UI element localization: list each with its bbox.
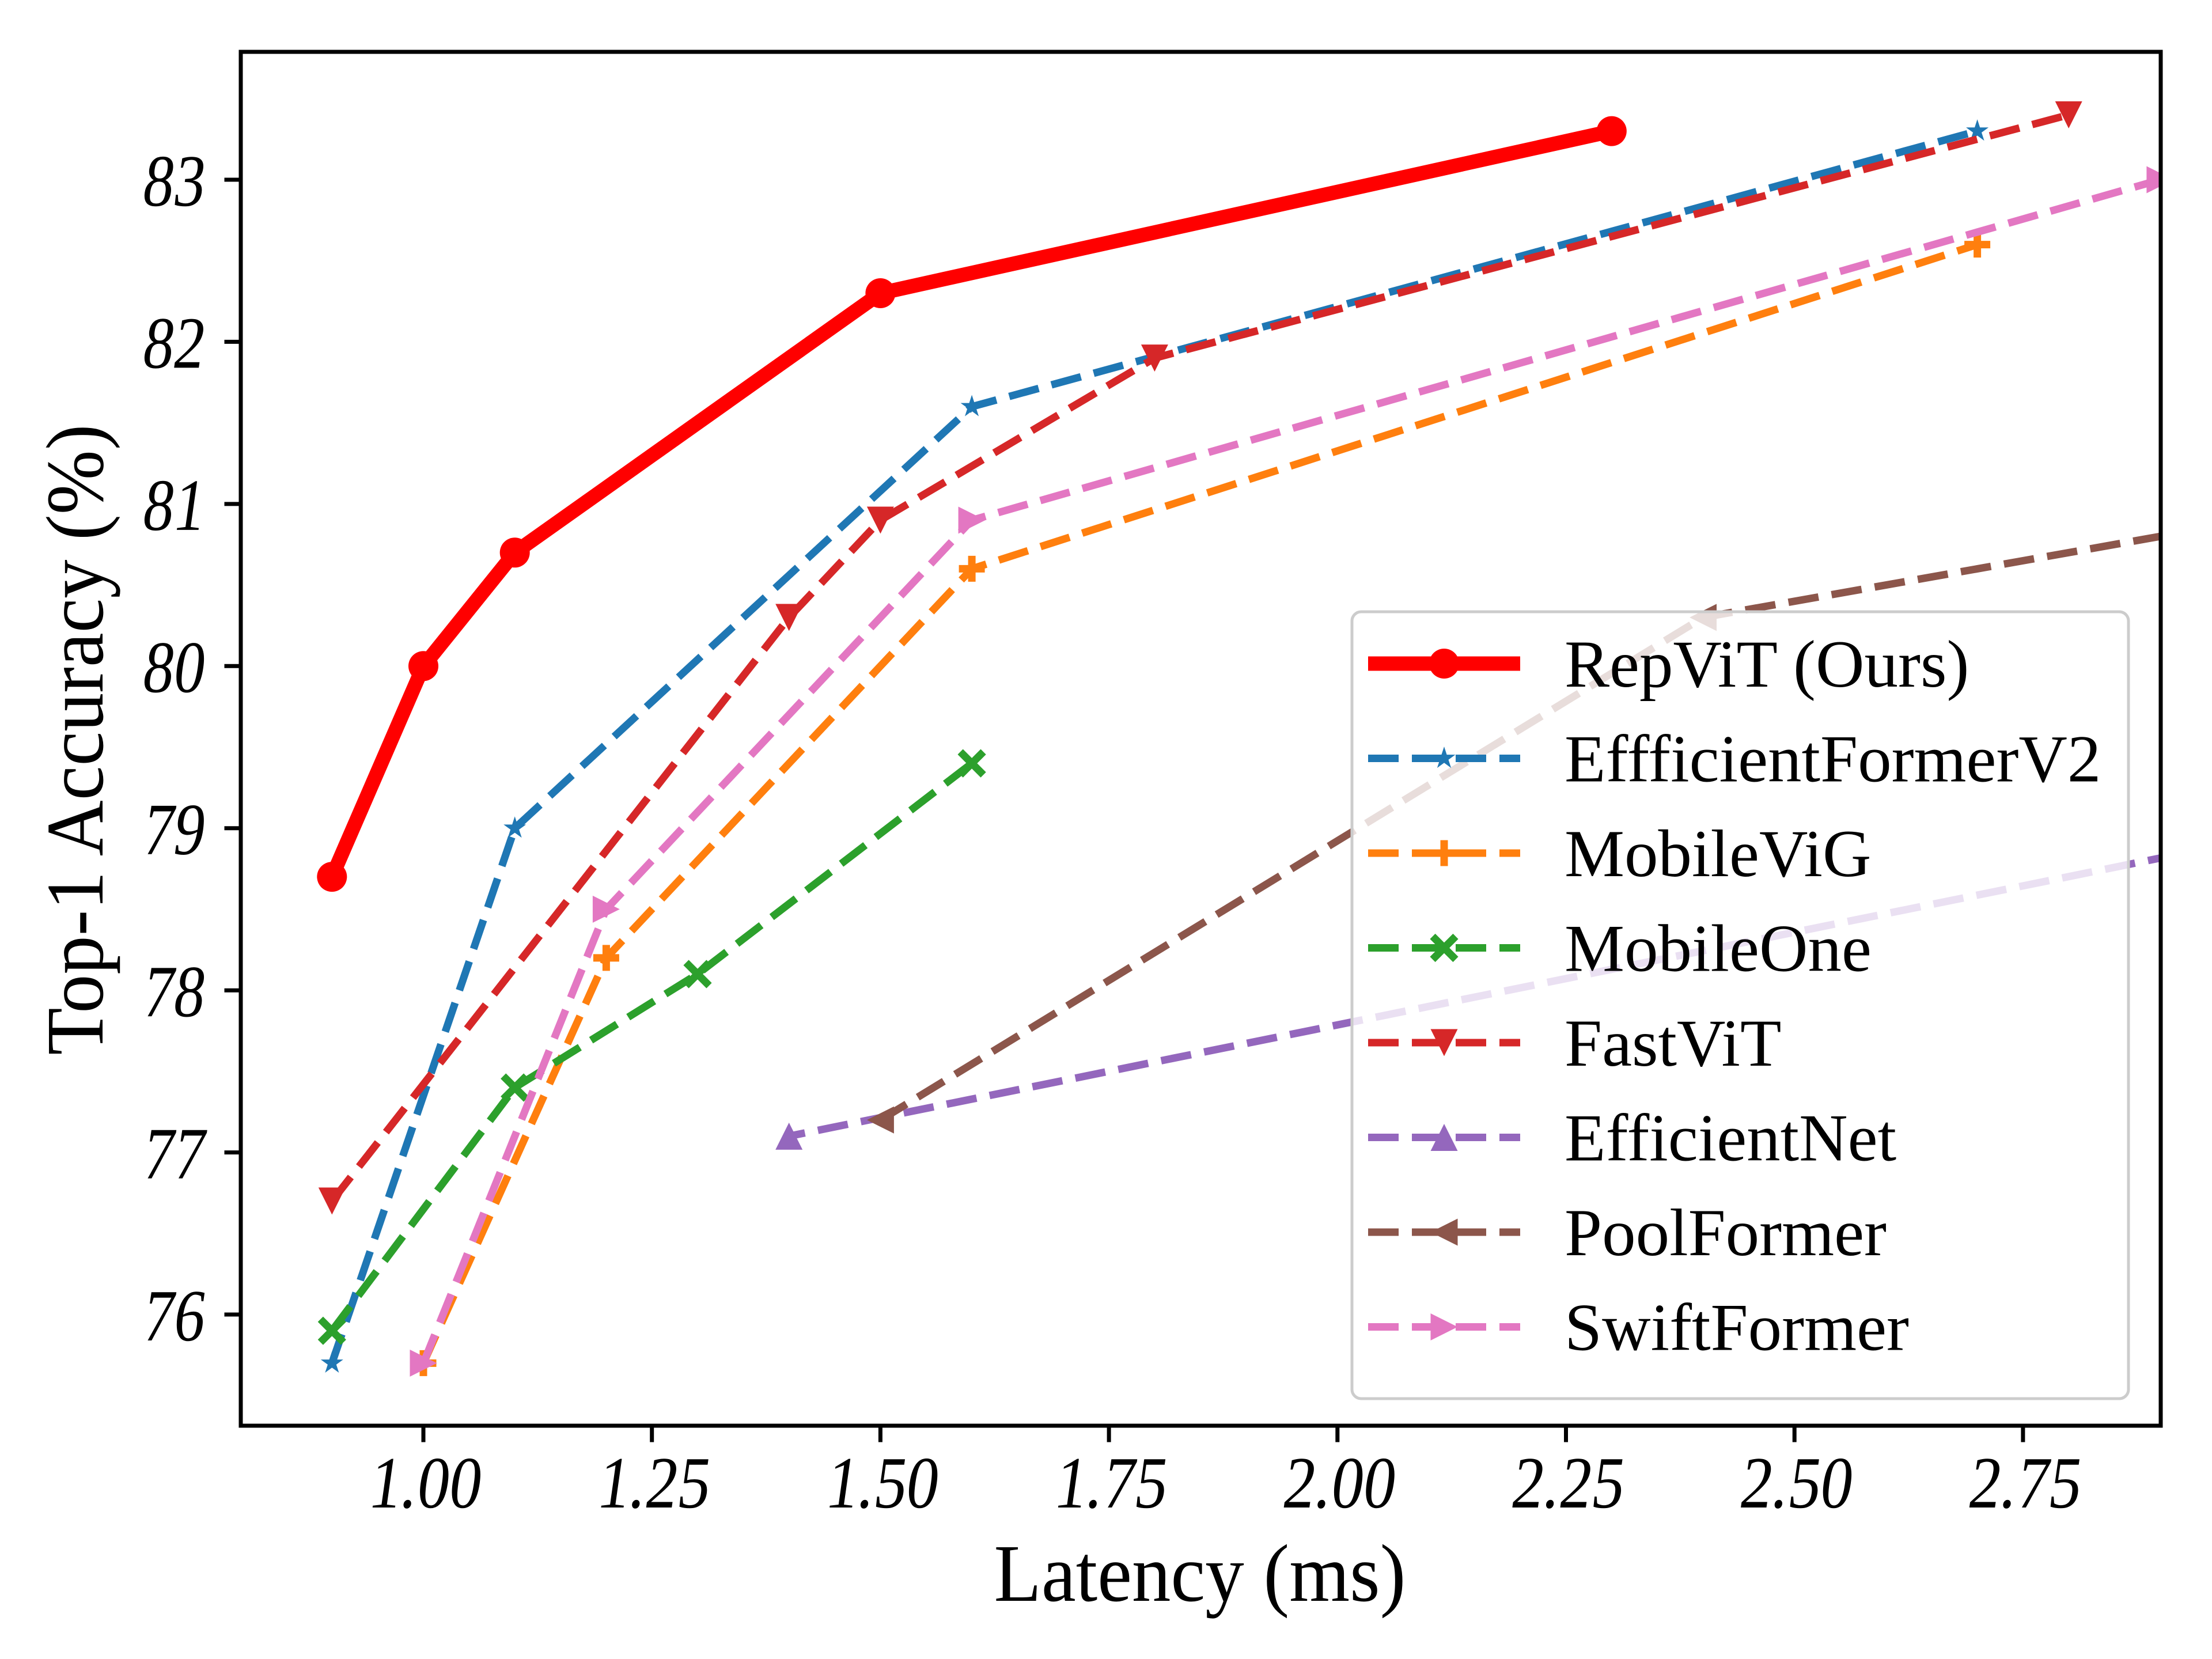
svg-text:Latency (ms): Latency (ms) xyxy=(994,1528,1406,1619)
svg-text:PoolFormer: PoolFormer xyxy=(1565,1196,1887,1270)
svg-text:EfficientNet: EfficientNet xyxy=(1565,1101,1896,1176)
svg-text:Top-1 Accuracy (%): Top-1 Accuracy (%) xyxy=(29,425,120,1055)
svg-text:1.00: 1.00 xyxy=(365,1442,488,1524)
svg-text:1.75: 1.75 xyxy=(1050,1442,1173,1524)
svg-text:MobileOne: MobileOne xyxy=(1565,912,1872,986)
svg-text:82: 82 xyxy=(138,302,211,384)
svg-text:79: 79 xyxy=(138,788,211,870)
svg-text:SwiftFormer: SwiftFormer xyxy=(1565,1291,1909,1365)
svg-text:77: 77 xyxy=(138,1112,211,1194)
svg-text:1.25: 1.25 xyxy=(593,1442,717,1524)
svg-text:RepViT (Ours): RepViT (Ours) xyxy=(1565,627,1969,702)
svg-text:80: 80 xyxy=(138,626,211,708)
svg-text:1.50: 1.50 xyxy=(821,1442,945,1524)
svg-text:76: 76 xyxy=(138,1275,211,1357)
svg-text:MobileViG: MobileViG xyxy=(1565,817,1871,891)
svg-text:2.50: 2.50 xyxy=(1736,1442,1859,1524)
svg-text:FastViT: FastViT xyxy=(1565,1006,1781,1081)
svg-text:78: 78 xyxy=(138,950,211,1032)
svg-text:81: 81 xyxy=(138,464,211,546)
svg-text:2.25: 2.25 xyxy=(1508,1442,1631,1524)
svg-text:2.75: 2.75 xyxy=(1964,1442,2088,1524)
svg-text:83: 83 xyxy=(138,140,211,222)
svg-text:EffficientFormerV2: EffficientFormerV2 xyxy=(1565,722,2101,797)
svg-text:2.00: 2.00 xyxy=(1279,1442,1402,1524)
